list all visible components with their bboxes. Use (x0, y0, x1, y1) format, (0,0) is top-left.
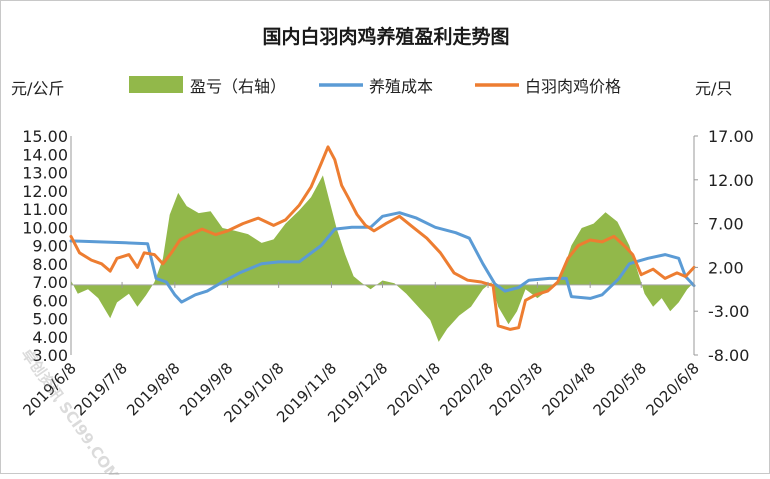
left-tick-label: 13.00 (22, 164, 68, 183)
x-tick-label: 2019/8/8 (123, 359, 183, 419)
left-tick-label: 12.00 (22, 182, 68, 201)
legend-price-label: 白羽肉鸡价格 (525, 77, 621, 96)
left-tick-label: 11.00 (22, 200, 68, 219)
x-tick-label: 2020/5/8 (590, 359, 650, 419)
legend-profit-swatch (129, 76, 183, 93)
legend-cost-label: 养殖成本 (369, 77, 433, 96)
left-tick-label: 15.00 (22, 127, 68, 146)
right-tick-label: 2.00 (708, 258, 744, 277)
x-tick-label: 2019/7/8 (71, 359, 131, 419)
left-tick-label: 6.00 (32, 291, 68, 310)
right-tick-label: -3.00 (708, 302, 749, 321)
x-tick-label: 2020/1/8 (384, 359, 444, 419)
left-tick-label: 10.00 (22, 218, 68, 237)
cost-line (69, 211, 696, 304)
right-tick-label: -8.00 (708, 346, 749, 365)
left-tick-label: 4.00 (32, 328, 68, 347)
x-axis-ticks: 2019/6/82019/7/82019/8/82019/9/82019/10/… (19, 281, 703, 426)
right-tick-label: 7.00 (708, 215, 744, 234)
x-tick-label: 2020/4/8 (539, 359, 599, 419)
left-tick-label: 3.00 (32, 346, 68, 365)
price-line (69, 145, 696, 331)
profit-area (71, 175, 694, 342)
left-tick-label: 7.00 (32, 273, 68, 292)
plot-area (69, 136, 696, 355)
x-tick-label: 2020/6/8 (642, 359, 702, 419)
right-tick-label: 17.00 (708, 127, 754, 146)
chart-legend: 盈亏（右轴） 养殖成本 白羽肉鸡价格 (129, 76, 621, 96)
legend-profit-label: 盈亏（右轴） (190, 77, 286, 96)
left-tick-label: 9.00 (32, 237, 68, 256)
left-tick-label: 8.00 (32, 255, 68, 274)
x-tick-label: 2020/3/8 (486, 359, 546, 419)
left-axis-unit: 元/公斤 (11, 79, 64, 98)
left-tick-label: 14.00 (22, 145, 68, 164)
right-axis-unit: 元/只 (695, 79, 732, 98)
left-axis-ticks: 15.0014.0013.0012.0011.0010.009.008.007.… (22, 127, 68, 365)
left-tick-label: 5.00 (32, 310, 68, 329)
x-tick-label: 2020/2/8 (436, 359, 496, 419)
right-axis-ticks: 17.00 12.00 7.00 2.00 -3.00 -8.00 (694, 127, 754, 365)
right-tick-label: 12.00 (708, 171, 754, 190)
chart-title: 国内白羽肉鸡养殖盈利走势图 (262, 25, 509, 48)
